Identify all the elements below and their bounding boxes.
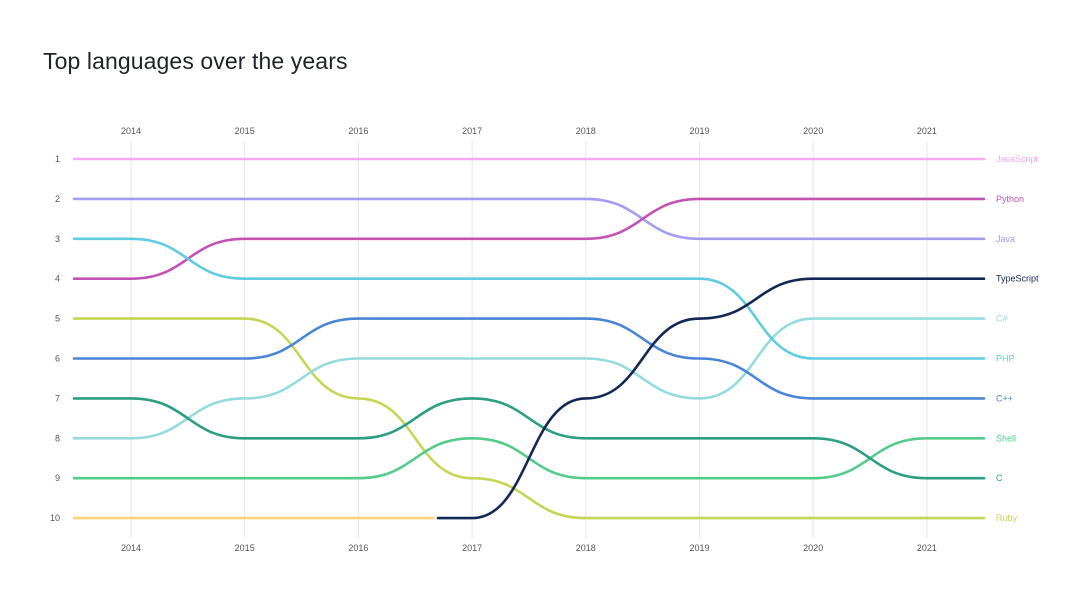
x-axis-top: 2014 2015 2016 2017 2018 2019 2020 2021 bbox=[121, 126, 937, 136]
legend-label-ruby: Ruby bbox=[996, 513, 1018, 523]
series-line-python bbox=[72, 197, 986, 280]
x-tick-top-2021: 2021 bbox=[917, 126, 937, 136]
y-tick-rank-10: 10 bbox=[50, 513, 60, 523]
x-tick-top-2017: 2017 bbox=[462, 126, 482, 136]
x-axis-bottom: 2014 2015 2016 2017 2018 2019 2020 2021 bbox=[121, 543, 937, 553]
series-line-c bbox=[72, 397, 986, 480]
legend-label-javascript: JavaScript bbox=[996, 154, 1039, 164]
x-tick-top-2015: 2015 bbox=[235, 126, 255, 136]
series-line-php bbox=[72, 237, 986, 360]
grid-lines bbox=[130, 141, 928, 538]
x-tick-top-2014: 2014 bbox=[121, 126, 141, 136]
y-tick-rank-3: 3 bbox=[55, 234, 60, 244]
x-tick-bottom-2017: 2017 bbox=[462, 543, 482, 553]
y-tick-rank-6: 6 bbox=[55, 354, 60, 364]
x-tick-bottom-2020: 2020 bbox=[803, 543, 823, 553]
x-tick-top-2016: 2016 bbox=[348, 126, 368, 136]
legend-label-java: Java bbox=[996, 234, 1015, 244]
legend-label-typescript: TypeScript bbox=[996, 274, 1039, 284]
x-tick-bottom-2019: 2019 bbox=[689, 543, 709, 553]
legend-label-shell: Shell bbox=[996, 433, 1016, 443]
series-line-java bbox=[72, 197, 986, 241]
x-tick-bottom-2015: 2015 bbox=[235, 543, 255, 553]
legend-label-cpp: C++ bbox=[996, 393, 1013, 403]
y-tick-rank-9: 9 bbox=[55, 473, 60, 483]
series-line-typescript bbox=[436, 277, 986, 520]
x-tick-top-2019: 2019 bbox=[689, 126, 709, 136]
y-tick-rank-1: 1 bbox=[55, 154, 60, 164]
series-lines bbox=[72, 157, 986, 520]
y-tick-rank-8: 8 bbox=[55, 433, 60, 443]
x-tick-bottom-2021: 2021 bbox=[917, 543, 937, 553]
x-tick-bottom-2018: 2018 bbox=[576, 543, 596, 553]
y-tick-rank-7: 7 bbox=[55, 393, 60, 403]
series-line-ruby bbox=[72, 317, 986, 520]
legend-label-c: C bbox=[996, 473, 1003, 483]
series-labels: JavaScript Python Java TypeScript C# PHP C++ Sh… bbox=[996, 154, 1039, 523]
y-tick-rank-5: 5 bbox=[55, 314, 60, 324]
x-tick-bottom-2014: 2014 bbox=[121, 543, 141, 553]
x-tick-top-2018: 2018 bbox=[576, 126, 596, 136]
y-tick-rank-2: 2 bbox=[55, 194, 60, 204]
chart-title: Top languages over the years bbox=[43, 48, 348, 74]
legend-label-php: PHP bbox=[996, 354, 1015, 364]
legend-label-python: Python bbox=[996, 194, 1024, 204]
series-line-cpp bbox=[72, 317, 986, 400]
series-line-csharp bbox=[72, 317, 986, 440]
y-tick-rank-4: 4 bbox=[55, 274, 60, 284]
x-tick-top-2020: 2020 bbox=[803, 126, 823, 136]
y-axis-rank: 1 2 3 4 5 6 7 8 9 10 bbox=[50, 154, 60, 523]
x-tick-bottom-2016: 2016 bbox=[348, 543, 368, 553]
legend-label-csharp: C# bbox=[996, 314, 1008, 324]
